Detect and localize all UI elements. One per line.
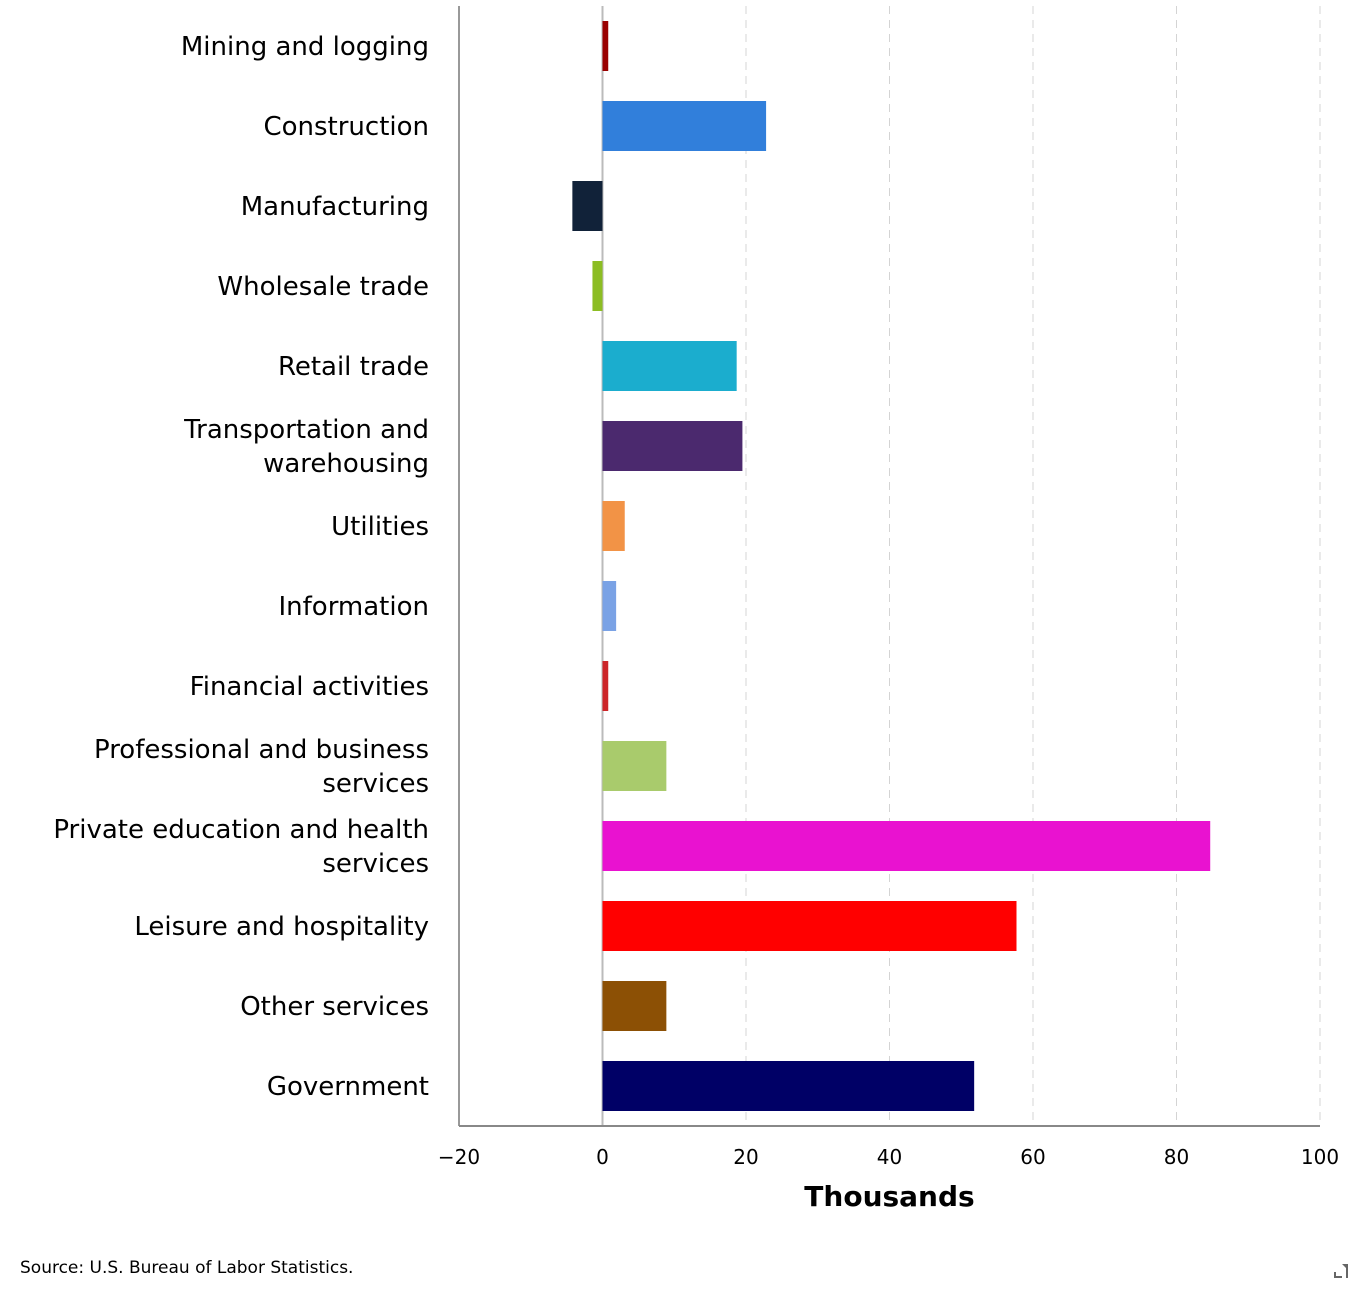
- bar[interactable]: [602, 1061, 975, 1111]
- category-label: Manufacturing: [241, 192, 429, 222]
- x-tick-label: 100: [1301, 1145, 1339, 1169]
- category-label-line: Mining and logging: [181, 32, 429, 62]
- category-label-line: warehousing: [263, 449, 429, 479]
- bar[interactable]: [602, 341, 737, 391]
- category-label: Government: [267, 1072, 429, 1102]
- bar[interactable]: [602, 741, 667, 791]
- gridlines: [601, 6, 1321, 1126]
- category-label-line: Financial activities: [190, 672, 429, 702]
- category-label: Utilities: [331, 512, 429, 542]
- bars: [572, 21, 1211, 1111]
- category-label-line: Private education and health: [53, 815, 429, 845]
- category-label: Other services: [240, 992, 429, 1022]
- bar[interactable]: [602, 21, 609, 71]
- bar[interactable]: [572, 181, 603, 231]
- x-tick-labels: −20 0 20 40 60 80 100: [438, 1145, 1339, 1169]
- source-note: Source: U.S. Bureau of Labor Statistics.: [20, 1258, 354, 1278]
- category-label: Transportation and warehousing: [183, 415, 429, 479]
- category-label: Private education and health services: [53, 815, 429, 879]
- x-axis-title: Thousands: [804, 1180, 974, 1213]
- bar[interactable]: [602, 981, 667, 1031]
- bar[interactable]: [602, 501, 625, 551]
- category-label: Mining and logging: [181, 32, 429, 62]
- category-label: Information: [278, 592, 429, 622]
- category-label: Construction: [263, 112, 429, 142]
- bar[interactable]: [602, 821, 1211, 871]
- x-tick-label: 0: [596, 1145, 609, 1169]
- category-label-line: Information: [278, 592, 429, 622]
- bar[interactable]: [602, 421, 743, 471]
- category-label-line: Retail trade: [278, 352, 429, 382]
- bar[interactable]: [602, 661, 609, 711]
- category-label-line: Manufacturing: [241, 192, 429, 222]
- bar-chart: Mining and logging Construction Manufactur…: [53, 6, 1339, 1213]
- bar[interactable]: [602, 101, 767, 151]
- x-tick-label: 80: [1164, 1145, 1189, 1169]
- bar[interactable]: [602, 901, 1017, 951]
- bar[interactable]: [602, 581, 617, 631]
- x-tick-label: 60: [1020, 1145, 1045, 1169]
- x-tick-label: −20: [438, 1145, 480, 1169]
- bar[interactable]: [592, 261, 603, 311]
- category-labels: Mining and logging Construction Manufactur…: [53, 32, 429, 1102]
- category-label-line: Government: [267, 1072, 429, 1102]
- category-label-line: Utilities: [331, 512, 429, 542]
- category-label-line: Wholesale trade: [217, 272, 429, 302]
- resize-handle-icon[interactable]: [1334, 1264, 1348, 1278]
- x-tick-label: 40: [877, 1145, 902, 1169]
- category-label-line: services: [322, 769, 429, 799]
- category-label: Leisure and hospitality: [134, 912, 429, 942]
- category-label: Financial activities: [190, 672, 429, 702]
- category-label-line: services: [322, 849, 429, 879]
- category-label: Professional and business services: [94, 735, 429, 799]
- category-label-line: Other services: [240, 992, 429, 1022]
- category-label-line: Transportation and: [183, 415, 429, 445]
- category-label-line: Construction: [263, 112, 429, 142]
- category-label: Retail trade: [278, 352, 429, 382]
- x-tick-label: 20: [733, 1145, 758, 1169]
- category-label: Wholesale trade: [217, 272, 429, 302]
- category-label-line: Leisure and hospitality: [134, 912, 429, 942]
- category-label-line: Professional and business: [94, 735, 429, 765]
